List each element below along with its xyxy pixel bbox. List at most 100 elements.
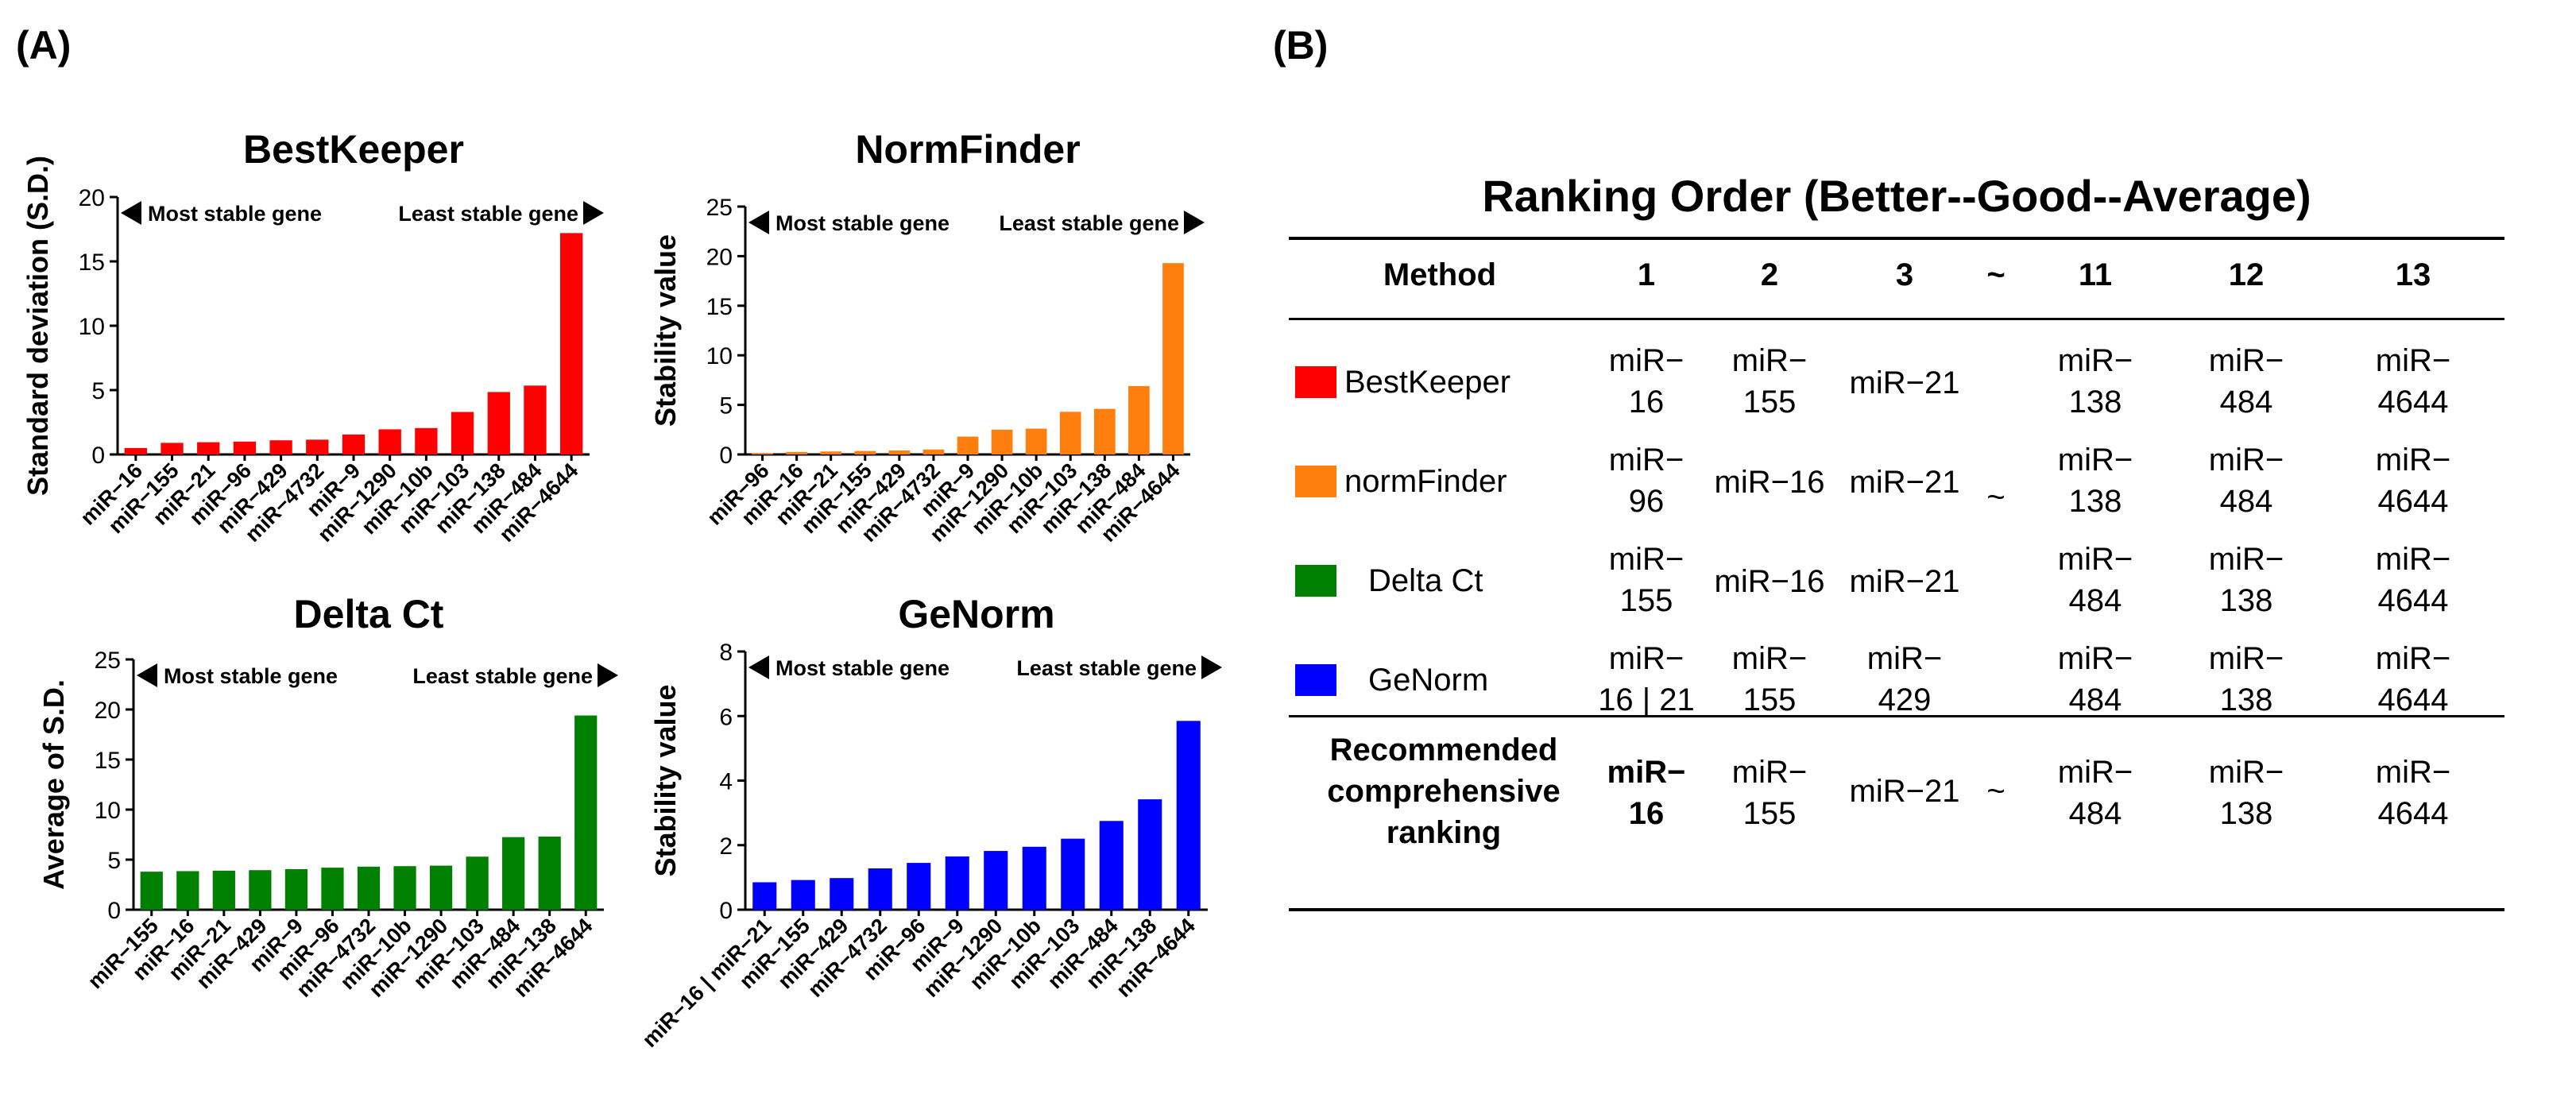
- rank-cell-line: miR−21: [1849, 365, 1960, 400]
- table-header-7: 13: [2395, 257, 2431, 292]
- chart-title-0: BestKeeper: [243, 127, 464, 172]
- method-swatch-1: [1295, 466, 1336, 497]
- bar-0-8: [415, 427, 438, 454]
- rank-cell-2-1: miR−16: [1674, 561, 1865, 602]
- rank-cell-line: 484: [2068, 682, 2122, 717]
- recommended-cell-line: 155: [1742, 796, 1797, 831]
- rank-cell-line: miR−: [2375, 641, 2451, 676]
- y-tick-label-2-2: 10: [95, 798, 121, 824]
- annotation-least-stable-1: Least stable gene: [999, 211, 1179, 235]
- recommended-cell-0: miR− 16: [1551, 752, 1742, 834]
- recommended-cell-4: miR− 138: [2151, 752, 2342, 834]
- table-rule-recommended: [1289, 715, 2504, 717]
- y-tick-label-3-4: 8: [719, 640, 733, 666]
- bar-3-7: [1022, 846, 1046, 910]
- table-rule-bottom: [1289, 908, 2504, 911]
- rank-cell-line: miR−16: [1714, 564, 1825, 599]
- method-label-2: Delta Ct: [1368, 563, 1483, 598]
- bar-0-3: [233, 441, 257, 454]
- annotation-most-stable-3: Most stable gene: [776, 656, 950, 680]
- y-tick-label-0-3: 15: [79, 249, 105, 276]
- bar-1-3: [854, 450, 876, 454]
- bar-3-1: [791, 880, 815, 910]
- chart-ylabel-2: Average of S.D.: [37, 679, 70, 890]
- bar-2-11: [538, 837, 561, 910]
- bar-2-8: [429, 865, 453, 910]
- recommended-cell-3: miR− 484: [2000, 752, 2191, 834]
- recommended-label-line: comprehensive: [1327, 774, 1561, 809]
- rank-cell-line: miR−: [1608, 542, 1684, 577]
- y-tick-label-2-3: 15: [95, 748, 121, 774]
- rank-cell-line: miR−: [2375, 542, 2451, 577]
- bar-2-12: [574, 715, 598, 910]
- rank-cell-0-5: miR− 4644: [2318, 340, 2508, 423]
- bar-1-9: [1059, 412, 1081, 454]
- recommended-cell-line: 16: [1628, 796, 1665, 831]
- rank-cell-line: miR−16: [1714, 465, 1825, 500]
- rank-cell-0-3: miR− 138: [2000, 340, 2191, 423]
- bar-3-6: [984, 851, 1008, 910]
- y-tick-label-2-1: 5: [107, 848, 121, 874]
- y-tick-label-1-2: 10: [706, 343, 733, 369]
- rank-cell-line: 138: [2068, 484, 2122, 519]
- table-header-2: 2: [1760, 257, 1779, 292]
- table-header-3: 3: [1895, 257, 1914, 292]
- bar-3-9: [1099, 821, 1124, 910]
- rank-cell-line: miR−: [1608, 641, 1684, 676]
- rank-cell-line: 96: [1628, 484, 1665, 519]
- y-tick-label-3-3: 6: [719, 704, 733, 730]
- chart-ylabel-1: Stability value: [649, 234, 682, 427]
- bar-2-4: [284, 868, 308, 910]
- annotation-most-stable-2: Most stable gene: [164, 664, 338, 688]
- panel-label-a: (A): [16, 23, 72, 68]
- annotation-most-stable-1: Most stable gene: [776, 211, 950, 235]
- rank-cell-line: miR−: [2057, 443, 2133, 477]
- bar-0-9: [451, 412, 474, 454]
- y-tick-label-2-0: 0: [107, 898, 121, 924]
- rank-cell-line: miR−: [1608, 343, 1684, 378]
- rank-cell-1-3: miR− 138: [2000, 439, 2191, 522]
- bar-1-7: [991, 429, 1013, 454]
- chart-title-1: NormFinder: [855, 127, 1080, 172]
- recommended-cell-line: miR−: [1731, 755, 1808, 790]
- chart-title-3: GeNorm: [898, 592, 1054, 636]
- y-tick-label-1-3: 15: [706, 294, 733, 320]
- recommended-cell-line: miR−: [2208, 755, 2284, 790]
- rank-cell-line: miR−: [2208, 343, 2284, 378]
- bar-charts: BestKeeper Standard deviation (S.D.) 0 5 10 1…: [21, 127, 1222, 1052]
- rank-cell-1-5: miR− 4644: [2318, 439, 2508, 522]
- rank-cell-line: miR−: [2208, 542, 2284, 577]
- rank-cell-line: miR−: [2208, 641, 2284, 676]
- recommended-cell-line: 484: [2068, 796, 2122, 831]
- table-header-5: 11: [2078, 257, 2113, 292]
- bar-1-2: [820, 451, 842, 454]
- method-cell-1: normFinder: [1295, 446, 1581, 517]
- rank-cell-0-0: miR− 16: [1551, 340, 1742, 423]
- bar-0-12: [559, 233, 583, 454]
- table-rule-header: [1289, 318, 2504, 320]
- annotation-most-stable-0: Most stable gene: [148, 202, 322, 226]
- ranking-table-title: Ranking Order (Better--Good--Average): [1482, 171, 2311, 221]
- method-swatch-0: [1295, 366, 1336, 398]
- bar-1-8: [1025, 428, 1047, 454]
- arrow-right-2: [598, 663, 618, 687]
- bar-2-2: [212, 870, 235, 910]
- arrow-left-0: [121, 201, 141, 225]
- bar-0-2: [197, 442, 220, 454]
- y-tick-label-1-1: 5: [719, 393, 733, 419]
- rank-cell-3-4: miR− 138: [2151, 638, 2342, 721]
- recommended-cell-line: miR−: [2375, 755, 2451, 790]
- bar-1-12: [1162, 263, 1184, 454]
- bar-3-2: [830, 878, 854, 910]
- recommended-label-line: Recommended: [1329, 733, 1558, 767]
- ranking-table: Ranking Order (Better--Good--Average) Me…: [1289, 165, 2576, 920]
- arrow-left-1: [748, 211, 769, 234]
- bar-1-4: [888, 450, 911, 454]
- rank-cell-line: miR−: [2208, 443, 2284, 477]
- recommended-label-line: ranking: [1386, 815, 1502, 850]
- recommended-cell-line: 138: [2219, 796, 2273, 831]
- rank-cell-line: 4644: [2377, 583, 2449, 618]
- y-tick-label-3-0: 0: [719, 898, 733, 924]
- method-label-3: GeNorm: [1368, 663, 1489, 698]
- rank-cell-line: 16 | 21: [1598, 682, 1695, 717]
